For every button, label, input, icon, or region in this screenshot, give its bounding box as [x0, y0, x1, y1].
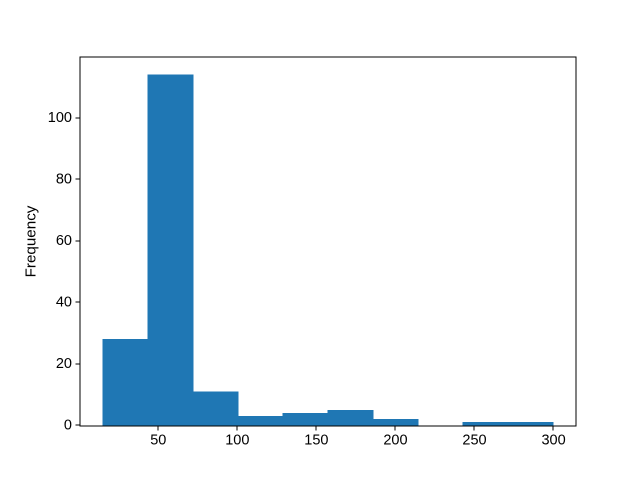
svg-text:200: 200	[383, 433, 407, 449]
svg-text:50: 50	[150, 433, 166, 449]
svg-text:100: 100	[48, 110, 72, 126]
svg-text:80: 80	[56, 172, 72, 188]
svg-text:300: 300	[541, 433, 565, 449]
svg-text:0: 0	[64, 418, 72, 434]
svg-text:100: 100	[225, 433, 249, 449]
svg-text:250: 250	[462, 433, 486, 449]
svg-text:60: 60	[56, 233, 72, 249]
svg-text:40: 40	[56, 295, 72, 311]
svg-text:150: 150	[304, 433, 328, 449]
svg-text:20: 20	[56, 356, 72, 372]
svg-text:Frequency: Frequency	[22, 205, 39, 277]
